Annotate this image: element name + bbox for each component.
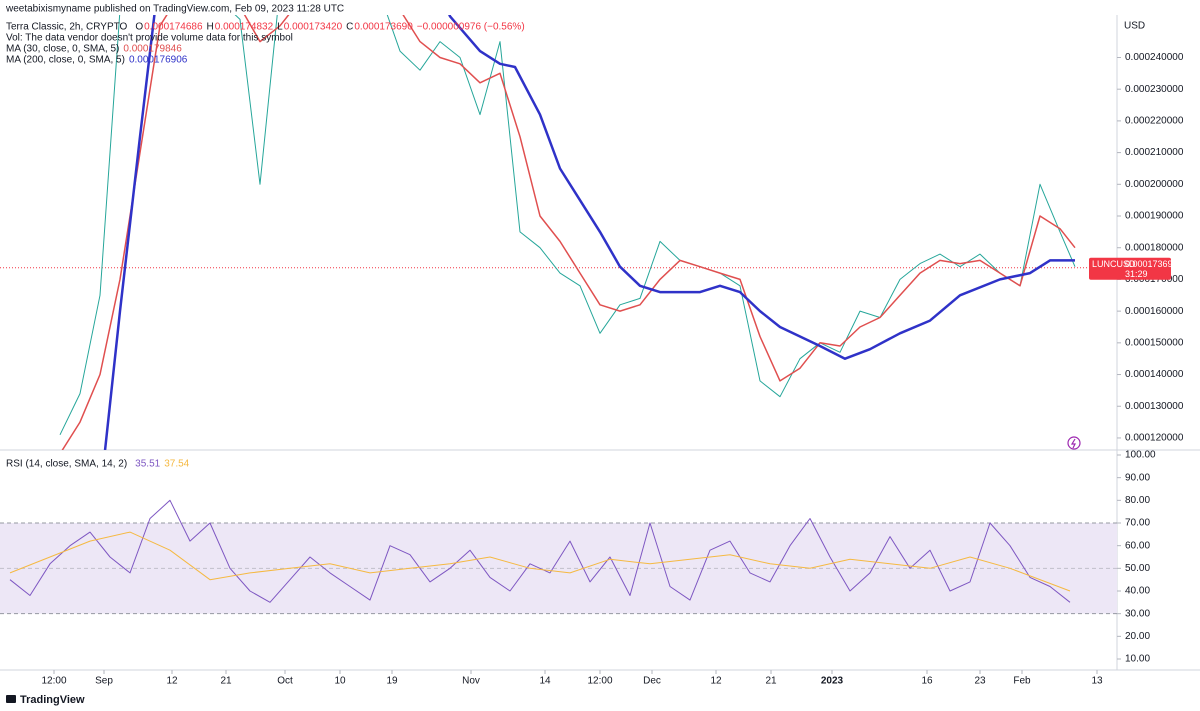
- x-tick-label: 13: [1091, 676, 1103, 687]
- y-tick-label: 40.00: [1125, 586, 1150, 597]
- pane: [0, 15, 1117, 450]
- y-tick-label: 0.000210000: [1125, 147, 1184, 158]
- y-tick-label: 0.000120000: [1125, 433, 1184, 444]
- y-tick-label: 0.000150000: [1125, 337, 1184, 348]
- legend-text: −0.000000976 (−0.56%): [417, 22, 525, 33]
- y-tick-label: 50.00: [1125, 563, 1150, 574]
- y-tick-label: 90.00: [1125, 472, 1150, 483]
- y-tick-label: 70.00: [1125, 518, 1150, 529]
- y-tick-label: 0.000130000: [1125, 401, 1184, 412]
- brand: TradingView: [20, 694, 85, 706]
- y-tick-label: 0.000190000: [1125, 211, 1184, 222]
- currency: USD: [1124, 21, 1145, 32]
- x-tick-label: 14: [539, 676, 551, 687]
- x-tick-label: 10: [334, 676, 346, 687]
- x-tick-label: 21: [220, 676, 232, 687]
- x-tick-label: 12: [166, 676, 178, 687]
- legend-text: Terra Classic, 2h, CRYPTO: [6, 22, 128, 33]
- legend-text: MA (30, close, 0, SMA, 5): [6, 44, 119, 55]
- y-tick-label: 10.00: [1125, 654, 1150, 665]
- series-line: [9, 499, 1071, 603]
- pane: [0, 499, 1117, 615]
- legend-text: 0.000174832: [215, 22, 274, 33]
- last-price-symbol: LUNCUSD: [1092, 259, 1136, 269]
- legend-text: Vol: The data vendor doesn't provide vol…: [6, 33, 293, 44]
- y-tick-label: 80.00: [1125, 495, 1150, 506]
- last-price-label: 0.000173690: [1125, 259, 1178, 269]
- series-line: [9, 531, 1071, 592]
- legend-text: L: [277, 22, 283, 33]
- series-line: [61, 15, 1076, 450]
- x-tick-label: 16: [921, 676, 933, 687]
- series-line: [103, 15, 1075, 450]
- x-tick-label: Feb: [1013, 676, 1031, 687]
- legend-text: H: [207, 22, 214, 33]
- x-tick-label: Dec: [643, 676, 661, 687]
- y-tick-label: 100.00: [1125, 450, 1156, 461]
- publisher: weetabixismyname published on TradingVie…: [5, 4, 344, 15]
- rsi-band-fill: [0, 522, 1117, 614]
- legend-text: C: [346, 22, 353, 33]
- legend-text: 35.51: [135, 459, 160, 470]
- tv-logo: [6, 695, 16, 703]
- y-tick-label: 0.000160000: [1125, 306, 1184, 317]
- legend-text: 0.000174686: [144, 22, 203, 33]
- last-price-box: [1089, 257, 1171, 280]
- y-tick-label: 0.000240000: [1125, 52, 1184, 63]
- lightning-icon[interactable]: [1067, 436, 1081, 450]
- legend-text: O: [135, 22, 143, 33]
- x-tick-label: 23: [974, 676, 986, 687]
- y-tick-label: 0.000140000: [1125, 369, 1184, 380]
- x-tick-label: Oct: [277, 676, 293, 687]
- legend-text: 37.54: [164, 459, 189, 470]
- legend-text: 0.000176906: [129, 55, 188, 66]
- x-tick-label: Sep: [95, 676, 113, 687]
- legend-text: 0.000173420: [284, 22, 343, 33]
- y-tick-label: 0.000220000: [1125, 116, 1184, 127]
- x-tick-label: 2023: [821, 676, 844, 687]
- x-tick-label: 12:00: [41, 676, 66, 687]
- y-tick-label: 0.000200000: [1125, 179, 1184, 190]
- x-tick-label: 19: [386, 676, 398, 687]
- x-tick-label: Nov: [462, 676, 480, 687]
- x-tick-label: 12: [710, 676, 722, 687]
- y-tick-label: 30.00: [1125, 608, 1150, 619]
- y-tick-label: 0.000180000: [1125, 242, 1184, 253]
- legend-text: MA (200, close, 0, SMA, 5): [6, 55, 125, 66]
- x-tick-label: 12:00: [587, 676, 612, 687]
- countdown: 31:29: [1125, 269, 1148, 279]
- legend-text: 0.000179846: [123, 44, 182, 55]
- legend-text: RSI (14, close, SMA, 14, 2): [6, 459, 127, 470]
- x-tick-label: 21: [765, 676, 777, 687]
- y-tick-label: 60.00: [1125, 540, 1150, 551]
- y-tick-label: 0.000230000: [1125, 84, 1184, 95]
- y-tick-label: 20.00: [1125, 631, 1150, 642]
- series-line: [59, 15, 1076, 436]
- legend-text: 0.000173690: [354, 22, 413, 33]
